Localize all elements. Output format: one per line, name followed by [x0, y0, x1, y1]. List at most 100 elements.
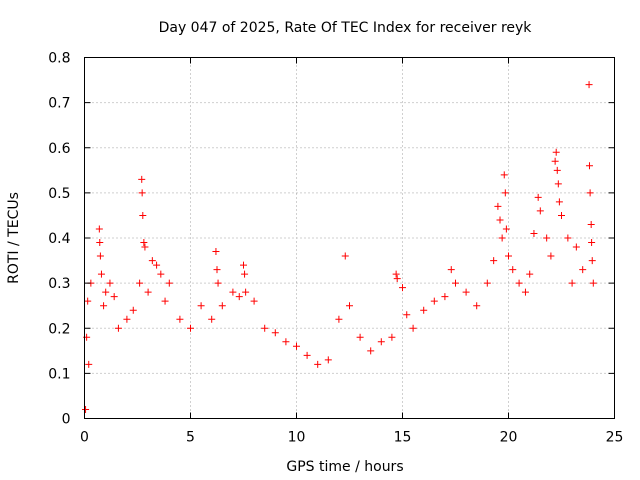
- data-point: [97, 270, 105, 278]
- data-point: [106, 279, 114, 287]
- data-point: [496, 216, 504, 224]
- data-point: [85, 360, 93, 368]
- data-point: [250, 297, 258, 305]
- data-point: [554, 180, 562, 188]
- data-point: [140, 239, 148, 247]
- data-point: [271, 329, 279, 337]
- data-point: [586, 189, 594, 197]
- data-point: [187, 324, 194, 332]
- data-point: [500, 171, 508, 179]
- data-point: [552, 148, 560, 156]
- x-axis-label: GPS time / hours: [286, 459, 403, 475]
- data-point: [521, 288, 529, 296]
- data-point: [324, 356, 332, 364]
- data-point: [229, 288, 237, 296]
- y-tick-label: 0.2: [48, 321, 70, 337]
- data-point: [547, 252, 555, 260]
- data-point: [553, 166, 561, 174]
- data-point: [148, 257, 156, 265]
- data-point: [240, 261, 247, 269]
- data-point: [572, 243, 580, 251]
- data-point: [505, 252, 512, 260]
- data-point: [144, 288, 152, 296]
- data-point: [490, 257, 498, 265]
- y-axis-label: ROTI / TECUs: [6, 192, 22, 284]
- data-point: [341, 252, 349, 260]
- grid-lines: [84, 57, 615, 419]
- data-point: [555, 198, 563, 206]
- data-point: [447, 266, 455, 274]
- data-point: [377, 338, 385, 346]
- data-point: [564, 234, 572, 242]
- data-point: [212, 248, 220, 256]
- data-point: [176, 315, 184, 323]
- data-point: [441, 293, 449, 301]
- data-point: [153, 261, 161, 269]
- data-point: [462, 288, 470, 296]
- data-point: [213, 266, 221, 274]
- data-point: [110, 293, 118, 301]
- data-point: [197, 302, 205, 310]
- data-point: [393, 275, 401, 283]
- data-point: [367, 347, 375, 355]
- data-point: [392, 270, 400, 278]
- data-point: [498, 234, 506, 242]
- data-point: [399, 284, 406, 292]
- data-point: [388, 333, 396, 341]
- data-point: [138, 189, 146, 197]
- data-point: [241, 270, 249, 278]
- data-point: [585, 162, 593, 170]
- data-point: [543, 234, 551, 242]
- data-point: [314, 360, 322, 368]
- data-point: [588, 239, 596, 247]
- data-point: [551, 157, 559, 165]
- data-point: [356, 333, 364, 341]
- data-point: [95, 225, 103, 233]
- data-point: [515, 279, 523, 287]
- data-point: [96, 252, 104, 260]
- data-point: [530, 229, 538, 237]
- data-point: [536, 207, 544, 215]
- data-point: [585, 81, 593, 89]
- y-tick-label: 0.5: [48, 186, 70, 202]
- data-point: [501, 189, 509, 197]
- data-point: [303, 351, 311, 359]
- data-point: [409, 324, 417, 332]
- data-point: [335, 315, 343, 323]
- x-tick-label: 25: [606, 430, 624, 446]
- data-point: [588, 257, 596, 265]
- data-point: [96, 239, 104, 247]
- y-tick-label: 0.8: [48, 51, 70, 67]
- data-point: [136, 279, 144, 287]
- data-point: [129, 306, 137, 314]
- data-point: [473, 302, 481, 310]
- y-tick-label: 0.1: [48, 366, 70, 382]
- data-point: [165, 279, 173, 287]
- data-point: [452, 279, 459, 287]
- data-point: [141, 243, 149, 251]
- data-point: [346, 302, 353, 310]
- y-tick-label: 0.6: [48, 141, 70, 157]
- data-point: [568, 279, 576, 287]
- y-tick-label: 0.3: [48, 276, 70, 292]
- data-point: [430, 297, 438, 305]
- data-point: [84, 297, 92, 305]
- data-point: [502, 225, 510, 233]
- data-point: [587, 220, 595, 228]
- x-tick-label: 0: [80, 430, 89, 446]
- data-point: [161, 297, 169, 305]
- data-point: [579, 266, 587, 274]
- data-point: [403, 311, 411, 319]
- data-points: [82, 81, 597, 413]
- data-point: [509, 266, 517, 274]
- data-point: [483, 279, 491, 287]
- data-point: [114, 324, 122, 332]
- data-point: [526, 270, 534, 278]
- axis-ticks: 0 5 10 15 20 25 0 0.1 0.2 0.3 0.4 0.5 0.6 0.7 0.8: [48, 51, 623, 446]
- data-point: [102, 288, 110, 296]
- data-point: [123, 315, 131, 323]
- data-point: [100, 302, 108, 310]
- data-point: [242, 288, 250, 296]
- x-tick-label: 20: [500, 430, 518, 446]
- x-tick-label: 15: [394, 430, 412, 446]
